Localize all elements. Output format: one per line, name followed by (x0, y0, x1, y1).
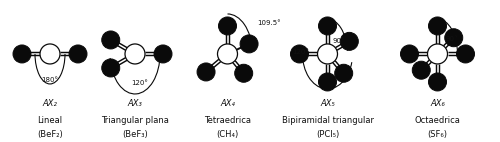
Ellipse shape (125, 44, 145, 64)
Text: 120°: 120° (292, 49, 310, 55)
Text: AX₆: AX₆ (430, 99, 445, 108)
Text: (SF₆): (SF₆) (428, 130, 448, 139)
Ellipse shape (40, 44, 60, 64)
Ellipse shape (102, 59, 120, 77)
Ellipse shape (69, 45, 87, 63)
Ellipse shape (218, 17, 236, 35)
Ellipse shape (456, 45, 474, 63)
Ellipse shape (234, 64, 252, 82)
Ellipse shape (318, 44, 338, 64)
Ellipse shape (428, 73, 446, 91)
Text: AX₄: AX₄ (220, 99, 235, 108)
Ellipse shape (444, 29, 462, 47)
Text: (PCl₅): (PCl₅) (316, 130, 339, 139)
Text: (BeF₂): (BeF₂) (37, 130, 63, 139)
Ellipse shape (400, 45, 418, 63)
Text: AX₅: AX₅ (320, 99, 335, 108)
Ellipse shape (154, 45, 172, 63)
Ellipse shape (318, 73, 336, 91)
Ellipse shape (412, 61, 430, 79)
Text: (BeF₃): (BeF₃) (122, 130, 148, 139)
Ellipse shape (218, 44, 238, 64)
Ellipse shape (340, 32, 358, 50)
Ellipse shape (102, 31, 120, 49)
Ellipse shape (318, 17, 336, 35)
Text: 90°: 90° (446, 36, 458, 42)
Text: Tetraedrica: Tetraedrica (204, 116, 251, 125)
Text: (CH₄): (CH₄) (216, 130, 238, 139)
Text: Octaedrica: Octaedrica (414, 116, 461, 125)
Ellipse shape (13, 45, 31, 63)
Ellipse shape (428, 17, 446, 35)
Text: Bipiramidal triangular: Bipiramidal triangular (282, 116, 374, 125)
Ellipse shape (197, 63, 215, 81)
Text: AX₃: AX₃ (128, 99, 142, 108)
Text: 120°: 120° (132, 80, 148, 85)
Ellipse shape (240, 35, 258, 53)
Text: 109.5°: 109.5° (258, 20, 281, 26)
Ellipse shape (290, 45, 308, 63)
Text: 180°: 180° (42, 77, 58, 83)
Text: Lineal: Lineal (38, 116, 62, 125)
Ellipse shape (334, 64, 352, 82)
Text: Triangular plana: Triangular plana (101, 116, 169, 125)
Text: 90°: 90° (332, 38, 345, 44)
Text: AX₂: AX₂ (42, 99, 58, 108)
Ellipse shape (428, 44, 448, 64)
